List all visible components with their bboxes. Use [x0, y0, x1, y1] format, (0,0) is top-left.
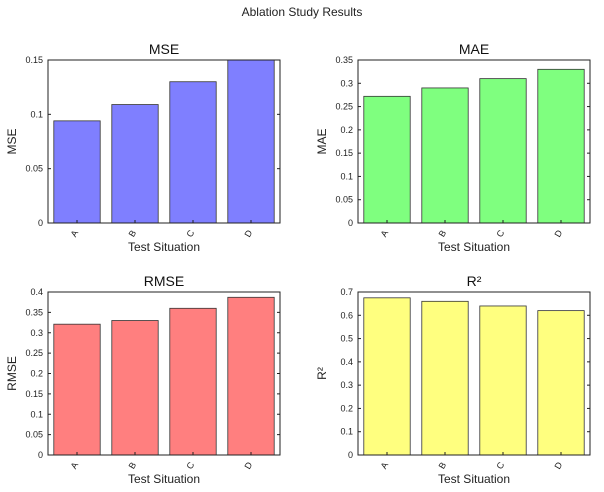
bar-a — [53, 323, 101, 456]
y-tick-label: 0.1 — [30, 109, 43, 119]
bar-b — [421, 87, 469, 224]
x-axis-label: Test Situation — [128, 240, 200, 254]
figure-title: Ablation Study Results — [242, 5, 363, 19]
y-tick-label: 0.05 — [25, 430, 43, 440]
y-tick-label: 0.1 — [30, 409, 43, 419]
x-tick-label: D — [552, 460, 564, 471]
y-tick-label: 0.4 — [340, 357, 353, 367]
x-tick-label: C — [494, 228, 506, 239]
bar-d — [227, 59, 275, 224]
x-tick-label: D — [242, 460, 254, 471]
x-tick-label: B — [437, 460, 449, 470]
y-tick-label: 0.05 — [335, 195, 353, 205]
subplot-title: RMSE — [144, 273, 184, 289]
y-tick-label: 0.15 — [25, 389, 43, 399]
x-tick-label: B — [437, 228, 449, 238]
y-tick-label: 0 — [348, 450, 353, 460]
bar-c — [169, 307, 217, 456]
y-tick-label: 0 — [38, 450, 43, 460]
bar-d — [227, 296, 275, 456]
subplot-title: MAE — [459, 41, 489, 57]
y-tick-label: 0.3 — [30, 328, 43, 338]
y-tick-label: 0.2 — [30, 369, 43, 379]
x-tick-label: A — [379, 228, 391, 238]
subplot-title: R² — [467, 273, 482, 289]
y-tick-label: 0 — [38, 218, 43, 228]
subplot-title: MSE — [149, 41, 179, 57]
y-axis-label: MSE — [5, 128, 19, 154]
y-tick-label: 0.3 — [340, 78, 353, 88]
y-tick-label: 0.1 — [340, 171, 353, 181]
y-tick-label: 0.7 — [340, 287, 353, 297]
axes-box — [357, 59, 591, 224]
y-tick-label: 0.15 — [25, 55, 43, 65]
axes-box — [357, 291, 591, 456]
y-tick-label: 0.4 — [30, 287, 43, 297]
y-tick-label: 0.2 — [340, 125, 353, 135]
y-tick-label: 0.1 — [340, 427, 353, 437]
x-tick-label: B — [127, 228, 139, 238]
x-tick-label: A — [69, 460, 81, 470]
subplot-2: 0 0.05 0.1 0.15 0.2 0.25 0.3 0.35 A B C D MAE Test Si… — [315, 41, 591, 254]
bar-d — [537, 310, 585, 456]
y-axis-label: MAE — [315, 128, 329, 154]
y-tick-label: 0.35 — [25, 307, 43, 317]
y-tick-label: 0.3 — [340, 380, 353, 390]
x-tick-label: C — [184, 460, 196, 471]
x-tick-label: C — [184, 228, 196, 239]
y-tick-label: 0 — [348, 218, 353, 228]
x-axis-label: Test Situation — [438, 240, 510, 254]
y-tick-label: 0.25 — [335, 102, 353, 112]
y-tick-label: 0.6 — [340, 310, 353, 320]
y-tick-label: 0.15 — [335, 148, 353, 158]
bar-a — [363, 95, 411, 224]
bar-d — [537, 68, 585, 224]
subplot-4: 0 0.1 0.2 0.3 0.4 0.5 0.6 0.7 A B C D R² Test Situati… — [315, 273, 591, 486]
bar-b — [111, 104, 159, 224]
x-tick-label: D — [552, 228, 564, 239]
x-tick-label: A — [379, 460, 391, 470]
x-tick-label: C — [494, 460, 506, 471]
x-axis-label: Test Situation — [128, 472, 200, 486]
x-tick-label: D — [242, 228, 254, 239]
bar-c — [479, 78, 527, 224]
y-tick-label: 0.35 — [335, 55, 353, 65]
y-tick-label: 0.5 — [340, 334, 353, 344]
x-tick-label: A — [69, 228, 81, 238]
bar-b — [111, 320, 159, 456]
x-tick-label: B — [127, 460, 139, 470]
y-tick-label: 0.2 — [340, 403, 353, 413]
bar-c — [169, 81, 217, 224]
subplot-3: 0 0.05 0.1 0.15 0.2 0.25 0.3 0.35 0.4 A B C D RMSE Tes… — [5, 273, 281, 486]
bar-b — [421, 300, 469, 456]
bar-c — [479, 305, 527, 456]
x-axis-label: Test Situation — [438, 472, 510, 486]
axes-box — [47, 59, 281, 224]
bar-a — [53, 120, 101, 224]
subplot-1: 0 0.05 0.1 0.15 A B C D MSE Test Situation MSE — [5, 41, 281, 254]
y-tick-label: 0.25 — [25, 348, 43, 358]
y-axis-label: R² — [315, 367, 329, 380]
y-tick-label: 0.05 — [25, 164, 43, 174]
bar-a — [363, 297, 411, 456]
y-axis-label: RMSE — [5, 356, 19, 391]
